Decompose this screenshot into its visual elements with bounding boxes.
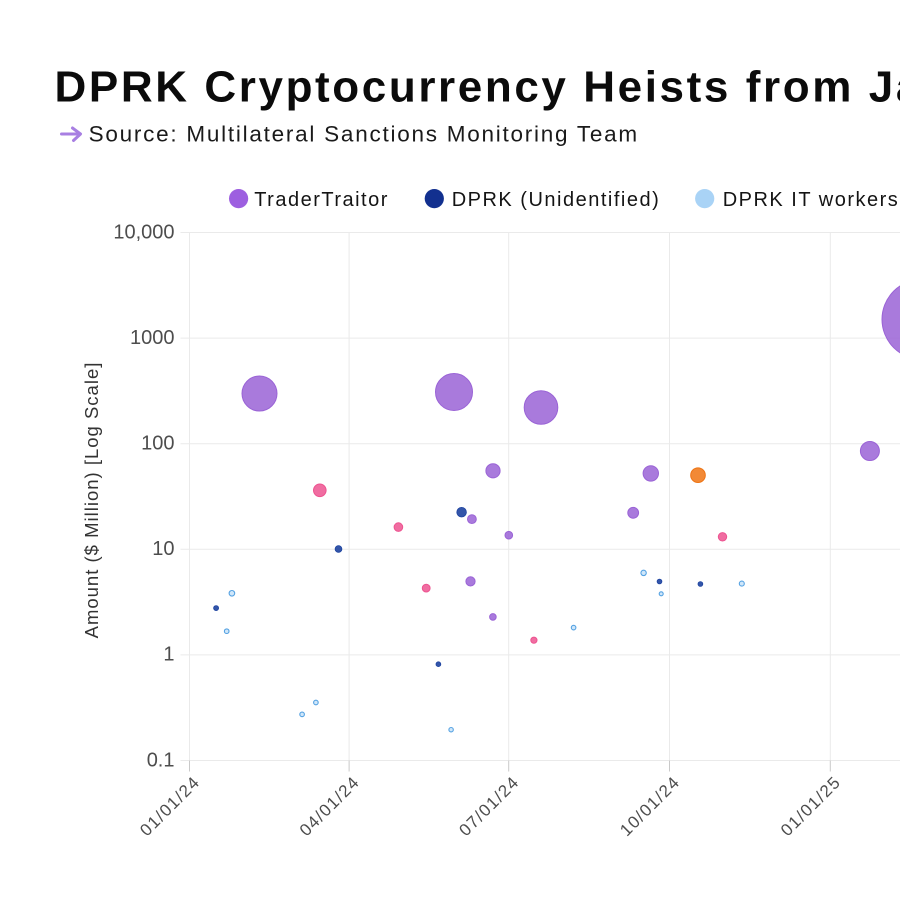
svg-text:100: 100 xyxy=(141,433,174,455)
svg-text:10,000: 10,000 xyxy=(113,221,174,243)
svg-text:TraderTraitor: TraderTraitor xyxy=(254,189,389,211)
svg-text:1: 1 xyxy=(163,644,174,666)
svg-text:DPRK (Unidentified): DPRK (Unidentified) xyxy=(452,189,661,211)
svg-text:Amount ($ Million) [Log Scale]: Amount ($ Million) [Log Scale] xyxy=(81,362,102,639)
svg-text:Source: Multilateral Sanctions: Source: Multilateral Sanctions Monitorin… xyxy=(89,121,639,146)
svg-text:1000: 1000 xyxy=(130,327,175,349)
svg-text:10: 10 xyxy=(152,538,174,560)
svg-text:DPRK IT workers: DPRK IT workers xyxy=(723,189,900,211)
svg-text:DPRK Cryptocurrency Heists fro: DPRK Cryptocurrency Heists from January … xyxy=(55,63,900,112)
svg-text:0.1: 0.1 xyxy=(147,749,175,771)
